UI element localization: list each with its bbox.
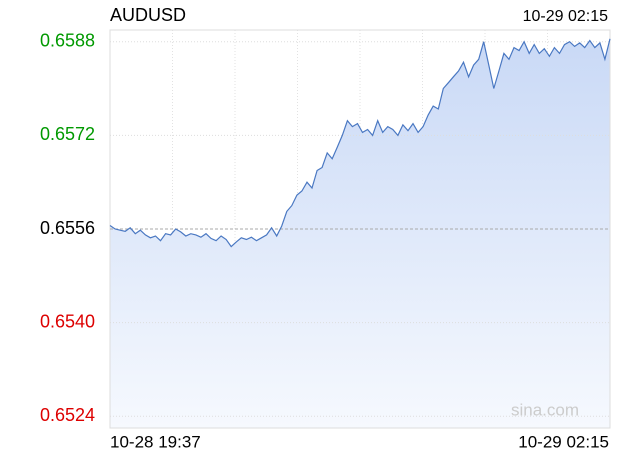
y-tick-label: 0.6540: [40, 311, 95, 331]
y-tick-label: 0.6524: [40, 405, 95, 425]
x-tick-label: 10-28 19:37: [110, 432, 201, 451]
y-tick-label: 0.6588: [40, 30, 95, 50]
price-line: [109, 38, 611, 248]
y-tick-label: 0.6572: [40, 124, 95, 144]
watermark: sina.com: [511, 400, 579, 419]
area: [110, 38, 610, 429]
x-tick-label: 10-29 02:15: [518, 432, 609, 451]
chart-title: AUDUSD: [110, 5, 186, 25]
last-time: 10-29 02:15: [523, 8, 609, 25]
y-tick-label: 0.6556: [40, 218, 95, 238]
